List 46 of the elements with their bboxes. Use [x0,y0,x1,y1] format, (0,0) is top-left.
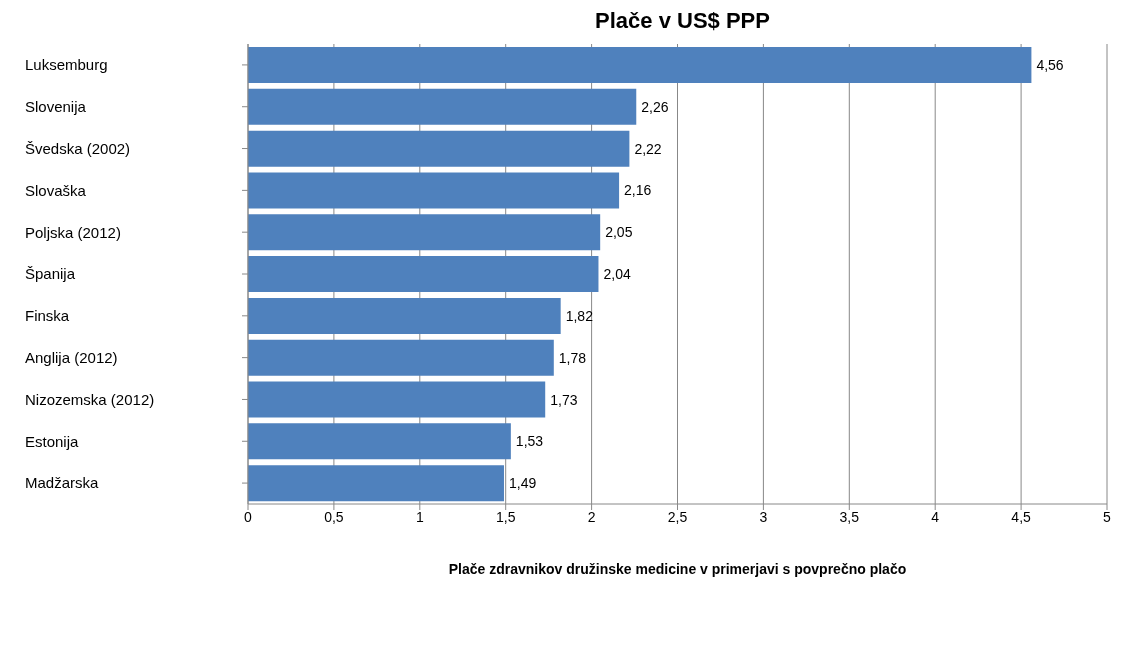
x-tick-label: 4,5 [1011,508,1032,525]
y-tick-label: Anglija (2012) [25,348,118,366]
bar [248,130,630,167]
y-tick-label: Poljska (2012) [25,223,121,241]
data-label: 1,49 [508,475,537,492]
y-tick-label: Luksemburg [25,56,108,74]
data-label: 1,82 [565,307,594,324]
x-axis-title: Plače zdravnikov družinske medicine v primerjavi s povprečno plačo [448,561,907,577]
x-tick-label: 2 [587,508,596,525]
bar [248,423,511,460]
data-label: 4,56 [1036,56,1064,73]
data-label: 1,78 [558,349,587,366]
y-tick-label: Slovenija [25,98,87,116]
x-tick-label: 4 [931,508,940,525]
bar [248,381,546,418]
x-tick-label: 3,5 [839,508,860,525]
y-tick-label: Švedska (2002) [25,139,131,157]
chart-title: Plače v US$ PPP [594,8,771,34]
bar [248,465,504,502]
data-label: 2,22 [634,140,662,157]
bar [248,297,561,334]
y-tick-label: Nizozemska (2012) [25,390,155,408]
bar [248,339,554,376]
x-tick-label: 1,5 [495,508,516,525]
y-tick-label: Madžarska [25,474,100,492]
bar [248,214,601,251]
data-label: 2,16 [624,182,652,199]
data-label: 2,05 [605,224,633,241]
data-label: 2,04 [603,266,631,283]
x-tick-label: 2,5 [667,508,688,525]
bar [248,256,599,293]
y-tick-label: Estonija [25,432,80,450]
bar [248,172,620,209]
bar [248,47,1032,83]
x-tick-label: 1 [415,508,424,525]
x-tick-label: 0 [244,508,253,525]
y-tick-label: Slovaška [25,181,87,199]
x-tick-label: 5 [1103,508,1112,525]
bar [248,88,637,125]
data-label: 1,73 [550,391,578,408]
y-tick-label: Finska [25,307,70,325]
y-tick-label: Španija [25,265,76,283]
data-label: 1,53 [515,433,544,450]
data-label: 2,26 [641,98,669,115]
x-tick-label: 0,5 [324,508,344,525]
x-tick-label: 3 [759,508,768,525]
